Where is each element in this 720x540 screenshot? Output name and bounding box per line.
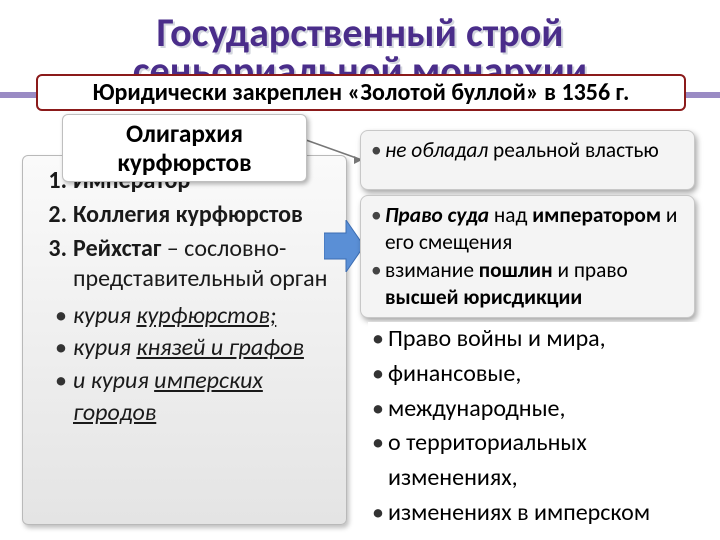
reichstag-rights-list: Право войны и мира,финансовые,международ…	[368, 322, 698, 531]
subtitle-text: Юридически закреплен «Золотой буллой» в …	[93, 78, 630, 107]
curia-sublist: курия курфюрстов;курия князей и графови …	[41, 300, 340, 430]
oligarchy-label-text: Олигархия курфюрстов	[117, 118, 251, 178]
reichstag-right-item: о территориальных изменениях,	[388, 426, 698, 496]
reichstag-right-item: финансовые,	[388, 357, 698, 392]
oligarchy-label: Олигархия курфюрстов	[62, 114, 307, 182]
reichstag-right-item: изменениях в имперском	[388, 496, 698, 531]
arrow-right-icon	[324, 220, 364, 272]
callout-item: не обладал реальной властью	[385, 137, 684, 164]
structure-item: Коллегия курфюрстов	[49, 200, 340, 230]
emperor-callout-list: не обладал реальной властью	[385, 137, 684, 164]
curia-item: курия курфюрстов;	[55, 300, 340, 332]
reichstag-right-item: международные,	[388, 392, 698, 427]
kurfursten-callout: Право суда над императором и его смещени…	[360, 195, 695, 318]
slide: Государственный строй сеньориальной мона…	[0, 0, 720, 540]
structure-ordered-list: ИмператорКоллегия курфюрстовРейхстаг – с…	[49, 166, 340, 294]
left-structure-panel: ИмператорКоллегия курфюрстовРейхстаг – с…	[22, 155, 347, 525]
kurfursten-callout-list: Право суда над императором и его смещени…	[385, 202, 684, 311]
callout-item: взимание пошлин и право высшей юрисдикци…	[385, 257, 684, 312]
curia-item: и курия имперских городов	[55, 365, 340, 430]
reichstag-rights-panel: Право войны и мира,финансовые,международ…	[368, 322, 698, 531]
structure-item: Рейхстаг – сословно-представительный орг…	[49, 234, 340, 294]
emperor-callout: не обладал реальной властью	[360, 130, 695, 190]
reichstag-right-item: Право войны и мира,	[388, 322, 698, 357]
subtitle-box: Юридически закреплен «Золотой буллой» в …	[36, 74, 686, 111]
callout-item: Право суда над императором и его смещени…	[385, 202, 684, 257]
curia-item: курия князей и графов	[55, 332, 340, 364]
